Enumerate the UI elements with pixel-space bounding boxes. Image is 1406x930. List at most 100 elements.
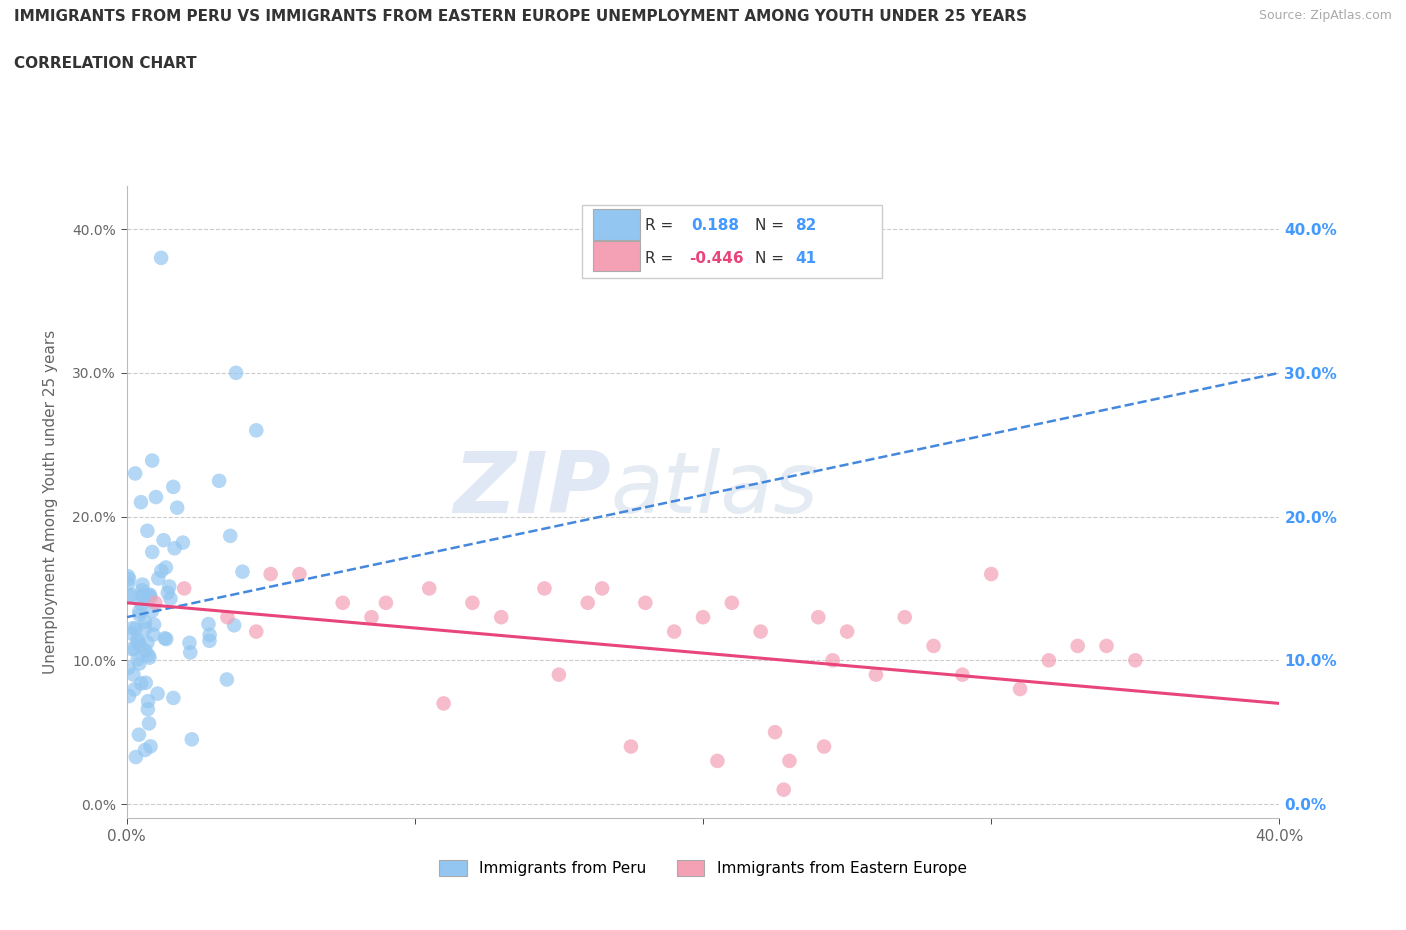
Point <box>1038 653 1060 668</box>
Point <box>148 571 170 586</box>
Point <box>150 564 173 578</box>
Point <box>117 577 139 591</box>
Point <box>952 667 974 682</box>
Point <box>591 581 613 596</box>
Point <box>150 250 173 265</box>
Text: IMMIGRANTS FROM PERU VS IMMIGRANTS FROM EASTERN EUROPE UNEMPLOYMENT AMONG YOUTH : IMMIGRANTS FROM PERU VS IMMIGRANTS FROM … <box>14 9 1026 24</box>
Point <box>124 642 146 657</box>
Point <box>692 610 714 625</box>
Point <box>259 566 281 581</box>
Text: ZIP: ZIP <box>453 448 610 531</box>
Point <box>157 579 180 594</box>
Point <box>122 667 145 682</box>
Point <box>129 676 152 691</box>
Point <box>821 653 844 668</box>
Point <box>894 610 917 625</box>
Point <box>132 588 155 603</box>
Point <box>118 689 141 704</box>
Point <box>433 696 456 711</box>
Point <box>152 533 174 548</box>
Point <box>121 642 143 657</box>
Point <box>664 624 686 639</box>
Point <box>153 631 176 645</box>
Point <box>835 624 858 639</box>
Point <box>117 660 139 675</box>
Text: Source: ZipAtlas.com: Source: ZipAtlas.com <box>1258 9 1392 22</box>
Point <box>136 524 159 538</box>
Point <box>763 724 786 739</box>
Point <box>120 588 142 603</box>
Point <box>145 489 167 504</box>
Text: 0.188: 0.188 <box>692 219 740 233</box>
Point <box>491 610 513 625</box>
Point <box>124 682 146 697</box>
Point <box>129 638 152 653</box>
Point <box>813 739 835 754</box>
Point <box>533 581 555 596</box>
Point <box>139 739 162 754</box>
FancyBboxPatch shape <box>582 205 882 278</box>
Point <box>127 652 149 667</box>
Point <box>135 644 157 658</box>
Point <box>145 595 166 610</box>
Point <box>634 595 657 610</box>
Text: R =: R = <box>645 251 679 266</box>
Point <box>131 596 153 611</box>
Point <box>706 753 728 768</box>
Y-axis label: Unemployment Among Youth under 25 years: Unemployment Among Youth under 25 years <box>44 330 59 674</box>
Point <box>163 541 186 556</box>
Bar <box>593 241 640 272</box>
Text: N =: N = <box>755 219 789 233</box>
Point <box>374 595 398 610</box>
Point <box>131 590 153 604</box>
Point <box>224 618 246 632</box>
Point <box>179 635 201 650</box>
Point <box>121 620 143 635</box>
Point <box>215 672 238 687</box>
Point <box>143 618 166 632</box>
Point <box>155 631 177 646</box>
Point <box>138 716 160 731</box>
Point <box>1125 653 1147 668</box>
Point <box>1095 639 1118 654</box>
Text: N =: N = <box>755 251 789 266</box>
Point <box>180 732 202 747</box>
Point <box>138 588 160 603</box>
Point <box>136 694 159 709</box>
Point <box>134 615 156 630</box>
Point <box>141 604 163 618</box>
Text: CORRELATION CHART: CORRELATION CHART <box>14 56 197 71</box>
Point <box>131 583 153 598</box>
Point <box>807 610 830 625</box>
Point <box>173 581 195 596</box>
Point <box>245 423 267 438</box>
Point <box>128 727 150 742</box>
Point <box>197 617 219 631</box>
Point <box>461 595 484 610</box>
Point <box>217 610 239 625</box>
Point <box>131 578 153 592</box>
Point <box>162 479 184 494</box>
Point <box>141 453 163 468</box>
Point <box>135 675 157 690</box>
Point <box>1067 639 1090 654</box>
Point <box>332 595 354 610</box>
Point <box>225 365 247 380</box>
Point <box>118 589 141 604</box>
Legend: Immigrants from Peru, Immigrants from Eastern Europe: Immigrants from Peru, Immigrants from Ea… <box>432 852 974 883</box>
Point <box>208 473 231 488</box>
Point <box>198 633 221 648</box>
Point <box>142 627 165 642</box>
Point <box>128 656 150 671</box>
Point <box>1010 682 1032 697</box>
Point <box>146 686 169 701</box>
Point <box>288 566 311 581</box>
Point <box>121 626 143 641</box>
Point <box>219 528 242 543</box>
Point <box>749 624 772 639</box>
Point <box>124 621 146 636</box>
Point <box>124 466 146 481</box>
Point <box>128 607 150 622</box>
Point <box>136 702 159 717</box>
Point <box>128 604 150 618</box>
